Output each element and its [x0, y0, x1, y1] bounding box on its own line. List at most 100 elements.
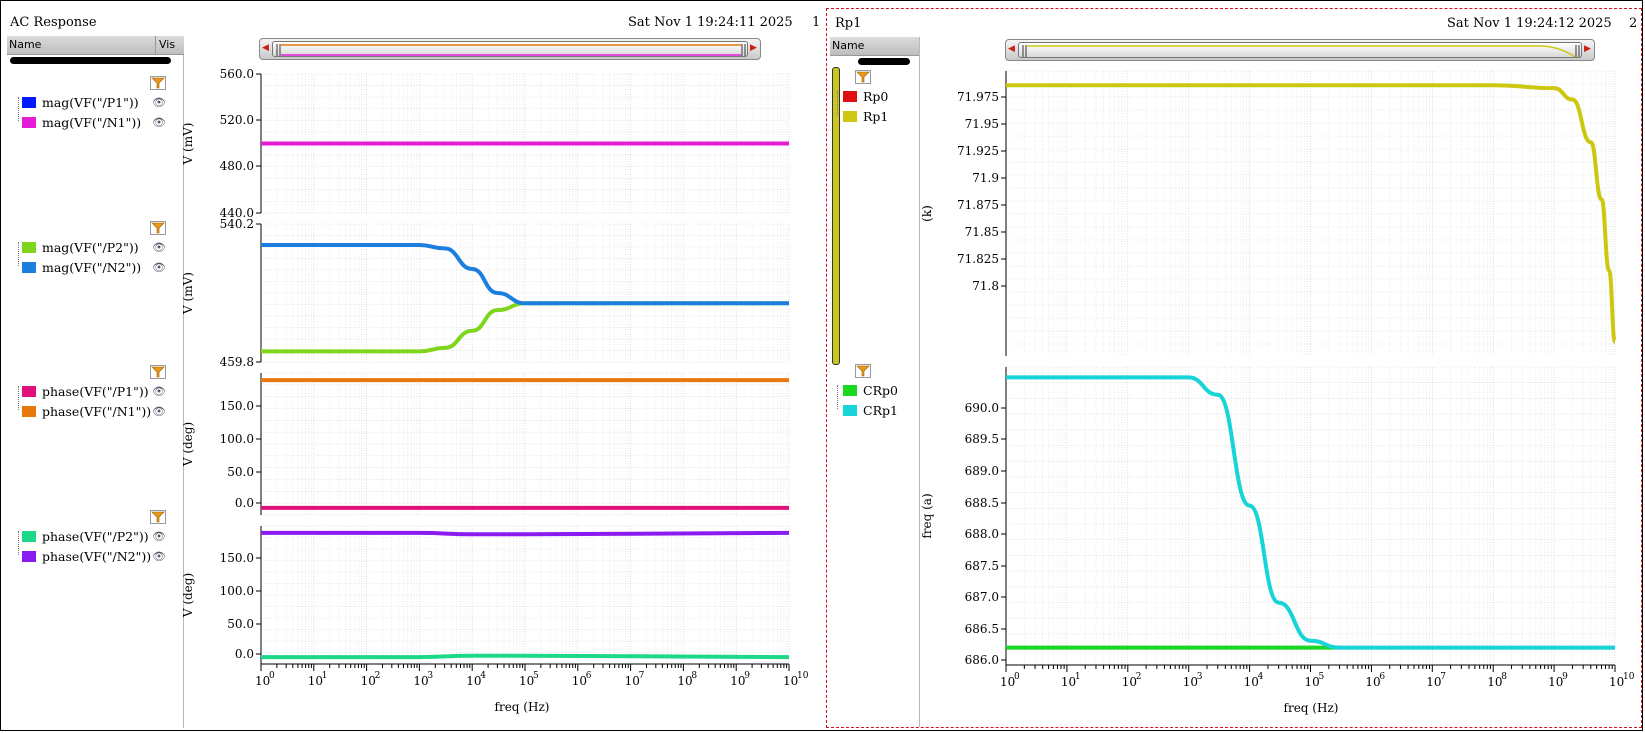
x-tick-label: 10 — [413, 674, 428, 688]
visibility-eye-icon[interactable]: 👁 — [152, 261, 166, 274]
trace-name: CRp0 — [863, 383, 898, 398]
trace-name: phase(VF("/P2")) — [42, 529, 149, 544]
x-tick-exponent: 4 — [1258, 672, 1264, 682]
filter-icon[interactable] — [150, 75, 166, 90]
y-tick-label: 520.0 — [220, 113, 254, 127]
trace-color-swatch — [22, 531, 36, 542]
trace-name: Rp1 — [863, 109, 889, 124]
legend-header-name[interactable]: Name — [830, 37, 919, 56]
legend-scroll-indicator[interactable] — [10, 57, 171, 64]
trace-color-swatch — [22, 97, 36, 108]
legend-vertical-scrollbar[interactable] — [832, 67, 840, 365]
trace-line[interactable] — [261, 653, 790, 660]
plot-strip[interactable]: 150.0 100.0 50.0 0.0 V (deg) — [181, 372, 790, 516]
filter-icon[interactable] — [150, 220, 166, 235]
trace-name: phase(VF("/N2")) — [42, 549, 152, 564]
y-tick-label: 150.0 — [220, 399, 254, 413]
x-tick-exponent: 0 — [1014, 672, 1020, 682]
x-tick-exponent: 10 — [1623, 672, 1635, 682]
y-tick-label: 560.0 — [220, 67, 254, 81]
scrollbar-preview — [1022, 45, 1580, 58]
rp1-plot-area[interactable]: 71.97571.9571.92571.971.87571.8571.82571… — [827, 9, 1643, 729]
plot-strip[interactable]: 71.975 71.95 71.925 71.9 71.875 71.85 71.825 71… — [920, 70, 1617, 356]
x-tick-exponent: 5 — [533, 671, 539, 681]
y-tick-label: 690.0 — [965, 401, 999, 415]
plot-strip[interactable]: 540.2 459.8 V (mV) — [181, 217, 790, 369]
trace-name: CRp1 — [863, 403, 898, 418]
y-axis-label: freq (a) — [920, 493, 934, 538]
scrollbar-thumb[interactable] — [1018, 42, 1582, 58]
window-number: 1 — [812, 15, 821, 30]
y-tick-label: 686.5 — [965, 622, 999, 636]
y-axis-label: V (mV) — [181, 272, 195, 315]
plot-strip[interactable]: 690.0 689.5 689.0 688.5 688.0 687.5 687.0 686.5… — [920, 366, 1616, 667]
y-tick-label: 71.925 — [957, 144, 999, 158]
x-tick-label: 10 — [572, 674, 587, 688]
y-axis-label: (k) — [920, 205, 934, 222]
x-tick-label: 10 — [361, 674, 376, 688]
plot-strip[interactable]: 560.0 520.0 480.0 440.0 V (mV) — [181, 67, 790, 220]
x-tick-label: 10 — [1183, 675, 1198, 689]
x-tick-label: 10 — [1548, 675, 1563, 689]
trace-line[interactable] — [260, 242, 789, 306]
scroll-right-icon[interactable]: ▶ — [1584, 44, 1591, 54]
x-tick-label: 10 — [255, 674, 270, 688]
y-tick-label: 50.0 — [227, 617, 254, 631]
y-tick-label: 540.2 — [220, 217, 254, 231]
filter-icon[interactable] — [855, 363, 871, 378]
y-tick-label: 100.0 — [220, 432, 254, 446]
trace-line[interactable] — [260, 530, 790, 537]
x-zoom-scrollbar[interactable]: ◀ ▶ — [1005, 39, 1595, 61]
visibility-eye-icon[interactable]: 👁 — [152, 241, 166, 254]
visibility-eye-icon[interactable]: 👁 — [152, 530, 166, 543]
x-tick-label: 10 — [519, 674, 534, 688]
x-tick-label: 10 — [308, 674, 323, 688]
legend-header-vis[interactable]: Vis — [155, 36, 184, 55]
scrollbar-thumb[interactable] — [272, 41, 748, 57]
plot-strip[interactable]: 150.0 100.0 50.0 0.0 V (deg) — [181, 525, 790, 665]
trace-name: phase(VF("/P1")) — [42, 384, 149, 399]
x-zoom-scrollbar[interactable]: ◀ ▶ — [259, 38, 761, 60]
y-tick-label: 71.8 — [972, 279, 999, 293]
y-tick-label: 71.9 — [972, 171, 999, 185]
x-tick-exponent: 5 — [1319, 672, 1325, 682]
y-tick-label: 71.975 — [957, 90, 999, 104]
scroll-right-icon[interactable]: ▶ — [750, 43, 757, 53]
x-tick-exponent: 10 — [797, 671, 809, 681]
legend-tree-line — [18, 97, 19, 121]
visibility-eye-icon[interactable]: 👁 — [152, 405, 166, 418]
trace-color-swatch — [22, 386, 36, 397]
filter-icon[interactable] — [150, 364, 166, 379]
trace-line[interactable] — [1006, 83, 1617, 344]
x-tick-exponent: 7 — [1440, 672, 1446, 682]
x-tick-exponent: 8 — [691, 671, 697, 681]
y-tick-label: 150.0 — [220, 551, 254, 565]
legend-scroll-indicator[interactable] — [858, 58, 910, 65]
filter-icon[interactable] — [855, 69, 871, 84]
window-timestamp: Sat Nov 1 19:24:12 2025 — [1447, 16, 1612, 31]
trace-line[interactable] — [1005, 375, 1615, 650]
y-tick-label: 71.85 — [965, 225, 999, 239]
x-tick-label: 10 — [1061, 675, 1076, 689]
trace-color-swatch — [22, 406, 36, 417]
y-tick-label: 686.0 — [965, 653, 999, 667]
visibility-eye-icon[interactable]: 👁 — [152, 550, 166, 563]
visibility-eye-icon[interactable]: 👁 — [152, 385, 166, 398]
x-tick-label: 10 — [1609, 675, 1624, 689]
scroll-left-icon[interactable]: ◀ — [262, 43, 269, 53]
legend-tree-line — [837, 91, 838, 115]
x-tick-exponent: 2 — [375, 671, 381, 681]
trace-color-swatch — [22, 551, 36, 562]
visibility-eye-icon[interactable]: 👁 — [152, 116, 166, 129]
legend-header-name[interactable]: Name — [7, 36, 155, 55]
trace-color-swatch — [843, 91, 857, 102]
x-tick-exponent: 8 — [1501, 672, 1507, 682]
x-tick-label: 10 — [1487, 675, 1502, 689]
visibility-eye-icon[interactable]: 👁 — [152, 96, 166, 109]
scroll-left-icon[interactable]: ◀ — [1008, 44, 1015, 54]
filter-icon[interactable] — [150, 509, 166, 524]
trace-name: mag(VF("/N1")) — [42, 115, 142, 130]
window-number: 2 — [1629, 16, 1638, 31]
y-tick-label: 480.0 — [220, 159, 254, 173]
